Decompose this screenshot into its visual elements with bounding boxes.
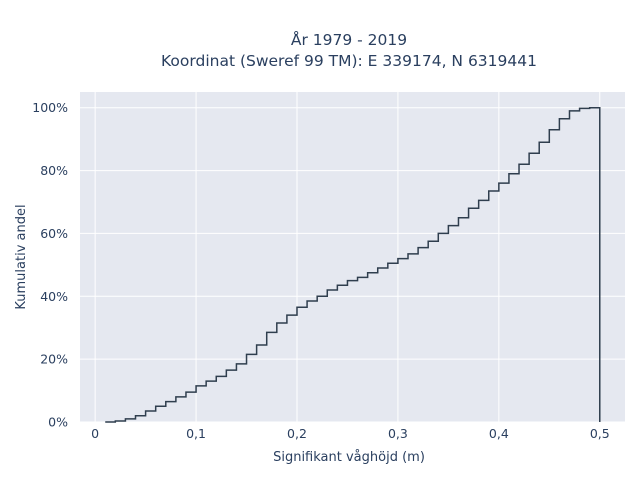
series-line <box>105 106 601 423</box>
x-tick-label: 0,1 <box>186 426 206 441</box>
y-tick-label: 0% <box>48 415 68 430</box>
y-tick-label: 100% <box>32 100 68 115</box>
x-tick-label: 0,2 <box>287 426 307 441</box>
x-axis-label: Signifikant våghöjd (m) <box>273 450 425 465</box>
y-tick-label: 60% <box>40 226 68 241</box>
y-tick-labels: 0% 20% 40% 60% 80% 100% <box>32 100 68 429</box>
x-tick-label: 0,4 <box>489 426 509 441</box>
series-layer <box>105 106 601 423</box>
chart-subtitle: Koordinat (Sweref 99 TM): E 339174, N 63… <box>161 52 537 70</box>
y-axis-label: Kumulativ andel <box>14 204 29 309</box>
x-tick-label: 0,5 <box>590 426 610 441</box>
y-tick-label: 40% <box>40 289 68 304</box>
chart-title: År 1979 - 2019 <box>291 30 407 49</box>
y-tick-label: 80% <box>40 163 68 178</box>
x-tick-label: 0 <box>91 426 99 441</box>
x-tick-labels: 0 0,1 0,2 0,3 0,4 0,5 <box>91 426 610 441</box>
x-tick-label: 0,3 <box>388 426 408 441</box>
y-tick-label: 20% <box>40 352 68 367</box>
plot-background <box>80 92 625 422</box>
